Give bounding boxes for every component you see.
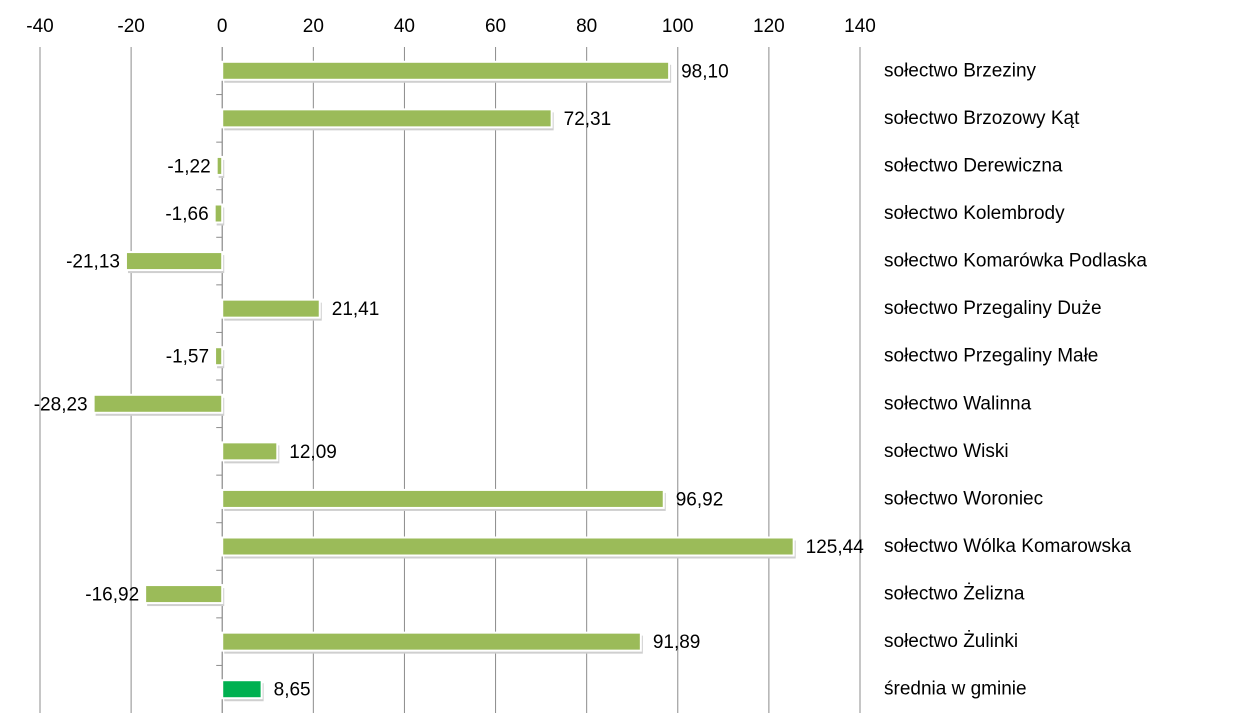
- category-label-6: sołectwo Przegaliny Małe: [884, 346, 1098, 367]
- category-label-2: sołectwo Derewiczna: [884, 155, 1063, 176]
- data-label-11: -16,92: [85, 585, 139, 606]
- bar-1: [221, 108, 553, 129]
- bar-5: [221, 298, 321, 319]
- x-tick-label-8: 120: [753, 16, 785, 37]
- data-label-9: 96,92: [676, 489, 724, 510]
- data-label-4: -21,13: [66, 252, 120, 273]
- category-label-0: sołectwo Brzeziny: [884, 60, 1037, 81]
- data-labels: 98,10 72,31 -1,22 -1,66 -21,13 21,41 -1,57 -28,…: [34, 61, 864, 700]
- x-tick-label-4: 40: [394, 16, 415, 37]
- bar-11: [144, 584, 224, 605]
- bar-8: [221, 441, 279, 462]
- data-label-13: 8,65: [274, 680, 311, 701]
- x-tick-label-2: 0: [217, 16, 228, 37]
- bar-3: [213, 203, 224, 224]
- bar-13: [221, 679, 263, 700]
- category-label-12: sołectwo Żulinki: [884, 631, 1018, 652]
- zero-axis: [216, 47, 223, 713]
- data-label-12: 91,89: [653, 632, 701, 653]
- bar-0: [221, 60, 671, 81]
- category-label-11: sołectwo Żelizna: [884, 584, 1025, 605]
- data-label-5: 21,41: [332, 299, 380, 320]
- category-label-9: sołectwo Woroniec: [884, 488, 1043, 509]
- x-tick-label-6: 80: [576, 16, 597, 37]
- gridlines: [39, 47, 861, 713]
- category-labels: sołectwo Brzeziny sołectwo Brzozowy Kąt so…: [884, 60, 1147, 699]
- category-label-3: sołectwo Kolembrody: [884, 203, 1065, 224]
- x-tick-label-0: -40: [26, 16, 53, 37]
- bar-7: [92, 393, 224, 414]
- category-label-13: średnia w gminie: [884, 679, 1027, 700]
- data-label-2: -1,22: [167, 156, 210, 177]
- category-label-7: sołectwo Walinna: [884, 393, 1032, 414]
- category-label-5: sołectwo Przegaliny Duże: [884, 298, 1102, 319]
- category-label-4: sołectwo Komarówka Podlaska: [884, 251, 1147, 272]
- data-label-8: 12,09: [289, 442, 337, 463]
- bar-2: [215, 155, 224, 176]
- data-label-1: 72,31: [564, 109, 612, 130]
- data-label-3: -1,66: [165, 204, 208, 225]
- bar-6: [214, 346, 224, 367]
- x-tick-label-1: -20: [117, 16, 144, 37]
- x-tick-label-9: 140: [844, 16, 876, 37]
- data-label-0: 98,10: [681, 61, 729, 82]
- bar-12: [221, 631, 642, 652]
- category-label-8: sołectwo Wiski: [884, 441, 1009, 462]
- x-tick-label-7: 100: [662, 16, 694, 37]
- category-label-10: sołectwo Wólka Komarowska: [884, 536, 1132, 557]
- data-label-7: -28,23: [34, 394, 88, 415]
- x-axis-tick-labels: -40 -20 0 20 40 60 80 100 120 140: [26, 16, 876, 37]
- x-tick-label-3: 20: [303, 16, 324, 37]
- x-tick-label-5: 60: [485, 16, 506, 37]
- bar-10: [221, 536, 795, 557]
- data-label-6: -1,57: [166, 347, 209, 368]
- bars: [92, 60, 796, 702]
- data-label-10: 125,44: [806, 537, 865, 558]
- bar-4: [124, 251, 224, 272]
- bar-9: [221, 488, 665, 509]
- category-label-1: sołectwo Brzozowy Kąt: [884, 108, 1080, 129]
